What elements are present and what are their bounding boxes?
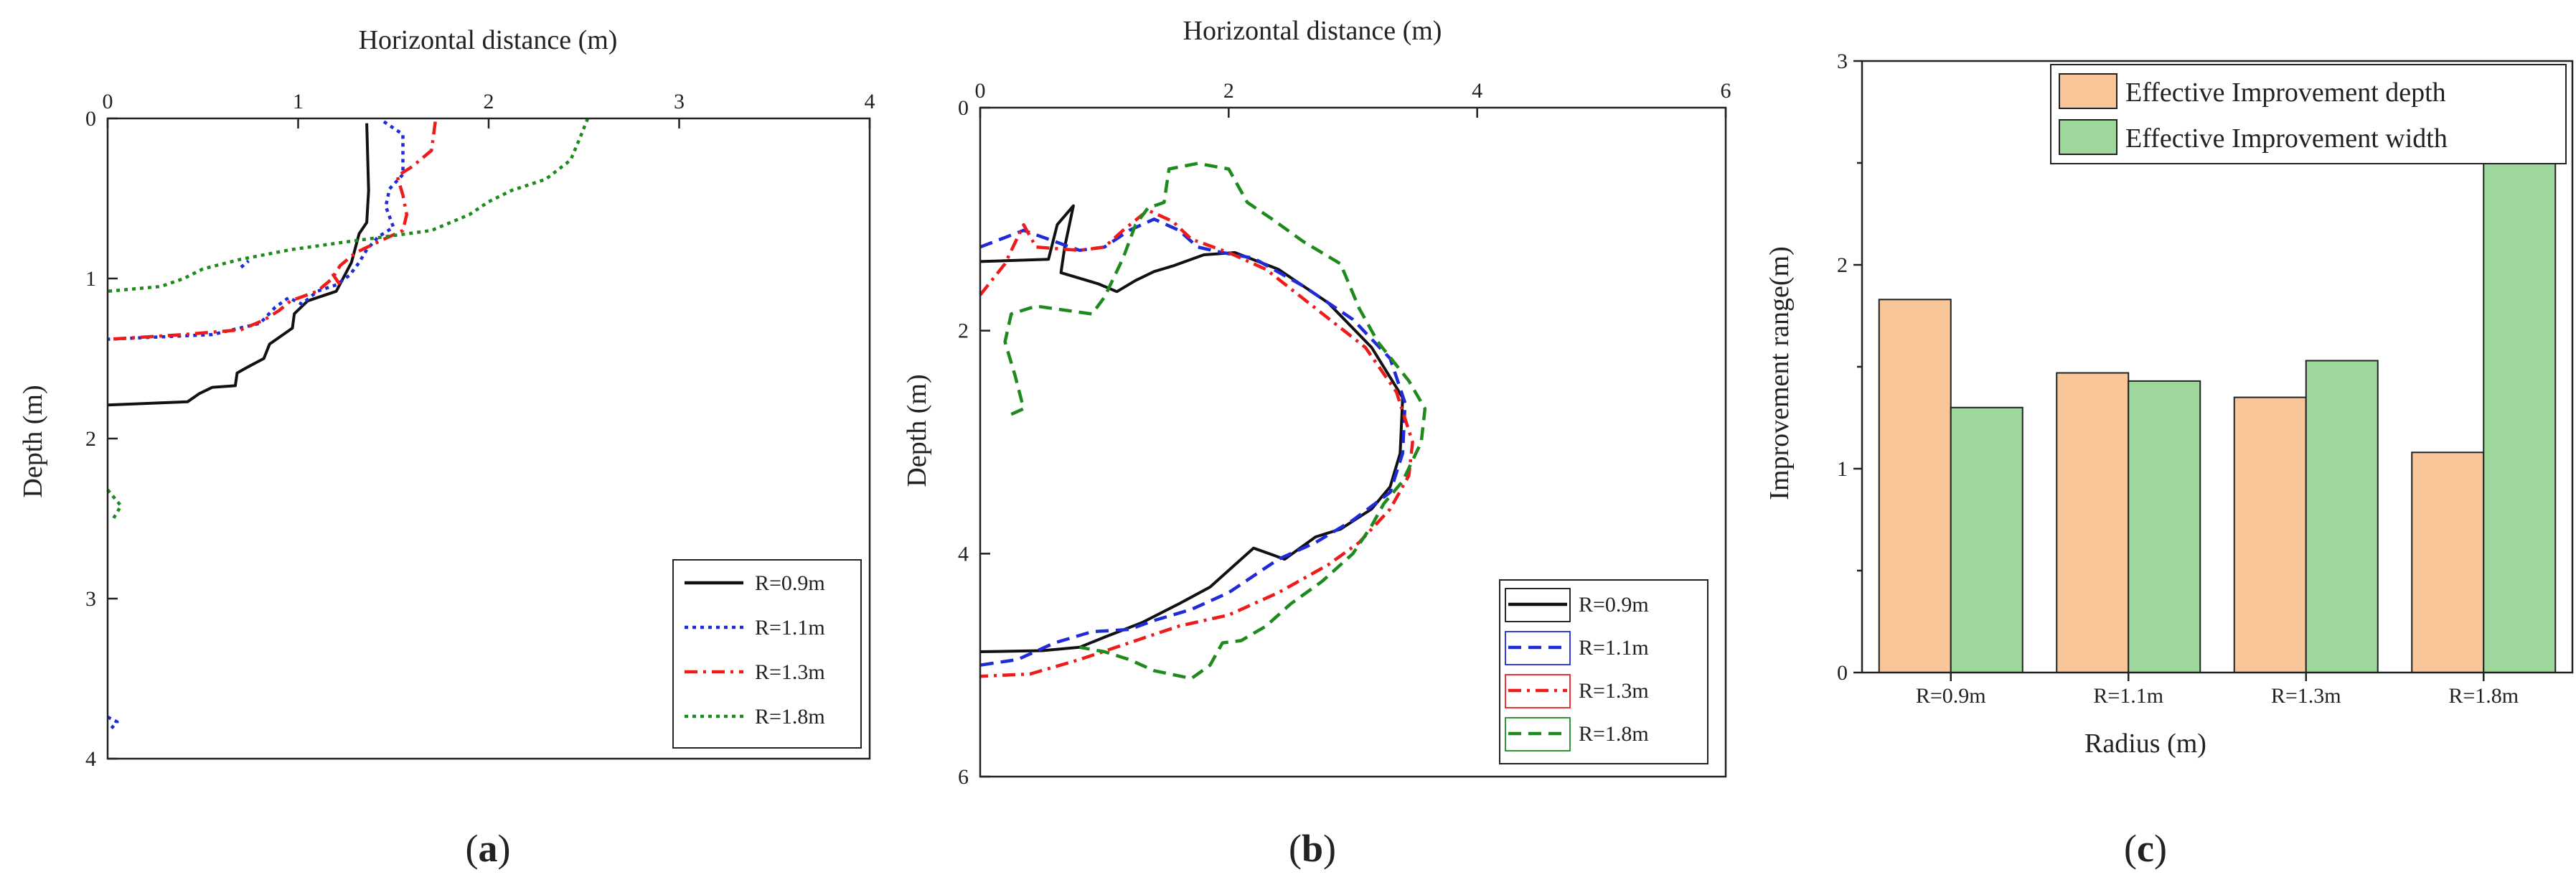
panel-a-series-R13-line xyxy=(107,121,437,341)
panel-b-series-R11-line xyxy=(979,217,1407,667)
panel-c-improvement-range-bar-chart: Radius (m) Improvement range(m) 0 1 2 3 R=0… xyxy=(1764,50,2574,870)
panel-b-x-tick-label: 4 xyxy=(1472,79,1482,103)
panel-c-plot-frame xyxy=(1861,60,2574,674)
panel-c-y-tick-label: 3 xyxy=(1837,50,1848,73)
panel-c-bar-depth_bar-1 xyxy=(2056,372,2130,674)
panel-c-legend-swatch-width_bar xyxy=(2059,119,2117,155)
panel-c-legend-label-width_bar: Effective Improvement width xyxy=(2125,123,2448,154)
panel-a-series-R11-line xyxy=(107,120,405,341)
panel-a-legend-label-R13: R=1.3m xyxy=(755,660,825,684)
panel-b-label: (b) xyxy=(1289,827,1336,870)
panel-c-x-tick-label: R=0.9m xyxy=(1916,684,1986,708)
panel-b-legend-swatch-box xyxy=(1505,588,1571,622)
panel-a-legend-label-R09: R=0.9m xyxy=(755,571,825,595)
panel-a-series-R11-fragment xyxy=(106,715,119,730)
panel-b-y-tick-label: 6 xyxy=(958,765,969,789)
panel-b-legend: R=0.9m R=1.1m R=1.3m R=1.8m xyxy=(1499,579,1708,764)
panel-a-x-axis-label: Horizontal distance (m) xyxy=(359,25,618,55)
panel-c-x-tick-label: R=1.8m xyxy=(2448,684,2519,708)
panel-c-y-axis-label: Improvement range(m) xyxy=(1764,246,1795,500)
panel-b-x-tick-label: 2 xyxy=(1223,79,1234,103)
panel-a-x-tick-label: 0 xyxy=(103,90,113,113)
panel-b-improvement-contour-chart: Horizontal distance (m) Depth (m) 0 2 4 6 0… xyxy=(902,16,1731,870)
panel-b-legend-swatch-box xyxy=(1505,674,1571,708)
panel-b-series-R13-line xyxy=(979,208,1414,678)
panel-c-legend-box xyxy=(2050,64,2567,164)
panel-a-legend-box xyxy=(672,559,862,749)
panel-c-x-tick-label: R=1.1m xyxy=(2093,684,2163,708)
panel-b-legend-label-R11: R=1.1m xyxy=(1579,636,1649,660)
panel-a-y-axis-label: Depth (m) xyxy=(18,385,48,497)
panel-a-label: (a) xyxy=(466,827,511,870)
panel-b-x-axis-label: Horizontal distance (m) xyxy=(1183,16,1442,46)
panel-c-y-tick-label: 0 xyxy=(1837,661,1848,685)
panel-b-y-tick-label: 0 xyxy=(958,96,969,120)
panel-b-x-tick-label: 6 xyxy=(1721,79,1731,103)
panel-a-y-tick-label: 0 xyxy=(85,107,96,131)
panel-a-x-tick-label: 1 xyxy=(293,90,304,113)
panel-a-x-tick-label: 4 xyxy=(865,90,875,113)
panel-c-label: (c) xyxy=(2124,827,2167,870)
panel-c-x-tick-label: R=1.3m xyxy=(2271,684,2341,708)
panel-a-series-R18-fragment xyxy=(106,488,123,523)
panel-c-x-axis-label: Radius (m) xyxy=(2084,729,2206,759)
panel-b-legend-label-R13: R=1.3m xyxy=(1579,679,1649,703)
panel-c-y-tick-label: 2 xyxy=(1837,253,1848,277)
panel-c-bar-depth_bar-3 xyxy=(2411,451,2485,674)
panel-c-bar-depth_bar-2 xyxy=(2233,396,2307,673)
panel-b-legend-label-R09: R=0.9m xyxy=(1579,593,1649,617)
panel-a-y-tick-label: 2 xyxy=(85,427,96,451)
panel-a-x-tick-label: 3 xyxy=(674,90,685,113)
panel-b-series-R18-line xyxy=(1003,161,1427,680)
panel-c-bar-width_bar-2 xyxy=(2305,360,2379,673)
panel-b-series-R09-line xyxy=(979,204,1404,653)
panel-a-y-tick-label: 3 xyxy=(85,587,96,611)
panel-c-bar-depth_bar-0 xyxy=(1878,299,1952,673)
panel-a-legend-label-R18: R=1.8m xyxy=(755,705,825,729)
panel-a-legend: R=0.9m R=1.1m R=1.3m R=1.8m xyxy=(672,559,862,749)
panel-c-legend-label-depth_bar: Effective Improvement depth xyxy=(2125,78,2446,108)
panel-a-y-tick-label: 1 xyxy=(85,267,96,291)
panel-a-y-tick-label: 4 xyxy=(85,747,96,771)
panel-b-x-tick-label: 0 xyxy=(975,79,986,103)
panel-b-plot-frame xyxy=(979,106,1727,778)
panel-b-y-tick-label: 2 xyxy=(958,319,969,343)
panel-a-series-R11-fragment xyxy=(240,259,250,269)
panel-c-bar-width_bar-0 xyxy=(1950,406,2023,673)
panel-a-series-R18-line xyxy=(107,118,590,294)
panel-a-legend-label-R11: R=1.1m xyxy=(755,616,825,640)
panel-b-y-axis-label: Depth (m) xyxy=(902,374,932,487)
panel-b-legend-swatch-box xyxy=(1505,631,1571,665)
panel-c-bar-width_bar-1 xyxy=(2128,380,2201,673)
panel-a-series-R09-line xyxy=(107,123,370,407)
panel-c-bar-width_bar-3 xyxy=(2483,162,2557,673)
panel-c-y-tick-label: 1 xyxy=(1837,457,1848,481)
panel-b-legend-swatch-box xyxy=(1505,717,1571,751)
panel-a-plot-frame xyxy=(106,117,871,760)
panel-b-y-tick-label: 4 xyxy=(958,542,969,566)
panel-c-legend-swatch-depth_bar xyxy=(2059,73,2117,109)
panel-a-series-R13-fragment xyxy=(331,273,342,286)
panel-b-legend-label-R18: R=1.8m xyxy=(1579,722,1649,746)
panel-c-legend: Effective Improvement depth Effective Imp… xyxy=(2050,64,2567,164)
panel-a-x-tick-label: 2 xyxy=(484,90,494,113)
